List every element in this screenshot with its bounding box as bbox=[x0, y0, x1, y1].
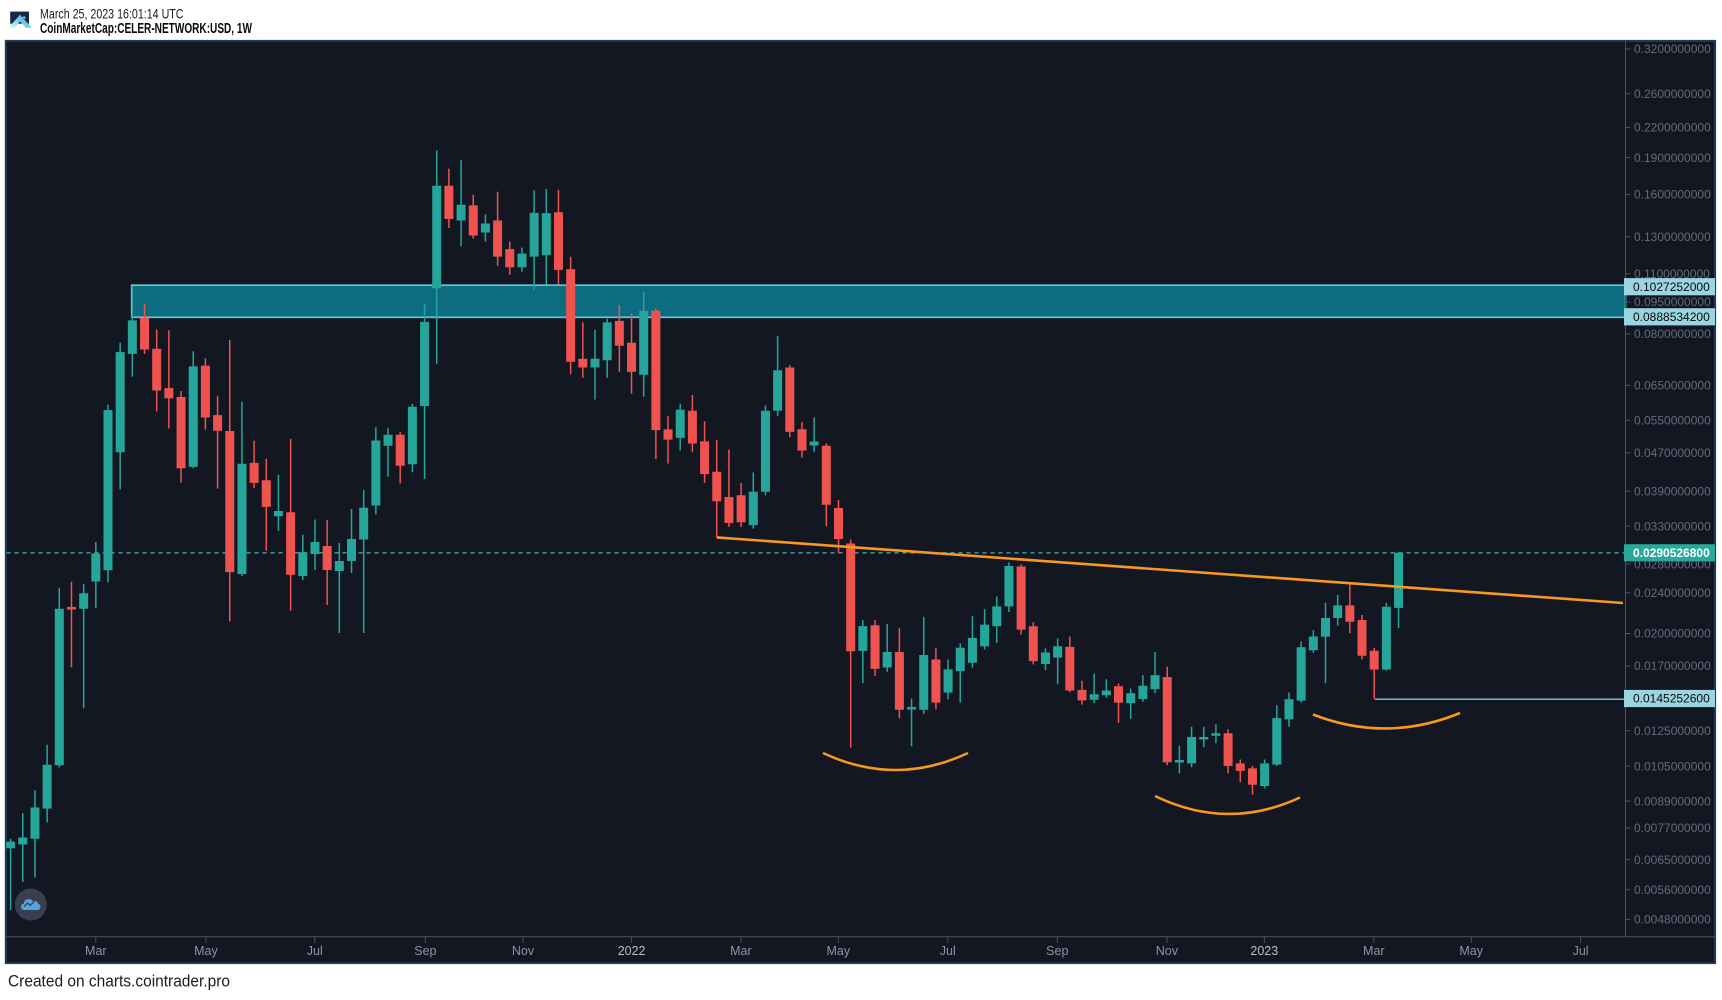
svg-text:0.1600000000: 0.1600000000 bbox=[1634, 188, 1711, 202]
svg-text:0.0550000000: 0.0550000000 bbox=[1634, 414, 1711, 428]
svg-text:Sep: Sep bbox=[1046, 944, 1068, 958]
svg-text:0.0390000000: 0.0390000000 bbox=[1634, 485, 1711, 499]
svg-text:Jul: Jul bbox=[1573, 944, 1589, 958]
svg-text:0.1027252000: 0.1027252000 bbox=[1633, 280, 1710, 294]
svg-text:0.0240000000: 0.0240000000 bbox=[1634, 586, 1711, 600]
svg-text:0.0470000000: 0.0470000000 bbox=[1634, 446, 1711, 460]
svg-text:0.0089000000: 0.0089000000 bbox=[1634, 794, 1711, 808]
svg-text:0.0065000000: 0.0065000000 bbox=[1634, 853, 1711, 867]
svg-text:Mar: Mar bbox=[85, 944, 107, 958]
svg-text:0.0290526800: 0.0290526800 bbox=[1633, 546, 1710, 560]
svg-text:0.0800000000: 0.0800000000 bbox=[1634, 327, 1711, 341]
svg-text:0.3200000000: 0.3200000000 bbox=[1634, 42, 1711, 56]
svg-text:0.0077000000: 0.0077000000 bbox=[1634, 821, 1711, 835]
svg-text:2023: 2023 bbox=[1250, 944, 1278, 958]
svg-text:Jul: Jul bbox=[307, 944, 323, 958]
svg-text:CoinMarketCap:CELER-NETWORK:US: CoinMarketCap:CELER-NETWORK:USD, 1W bbox=[40, 21, 252, 37]
svg-text:Mar: Mar bbox=[1363, 944, 1385, 958]
svg-text:2022: 2022 bbox=[618, 944, 646, 958]
svg-text:0.0170000000: 0.0170000000 bbox=[1634, 659, 1711, 673]
svg-text:0.0048000000: 0.0048000000 bbox=[1634, 913, 1711, 927]
svg-text:0.0105000000: 0.0105000000 bbox=[1634, 759, 1711, 773]
svg-text:Nov: Nov bbox=[1156, 944, 1179, 958]
svg-text:March 25, 2023 16:01:14 UTC: March 25, 2023 16:01:14 UTC bbox=[40, 6, 184, 21]
svg-text:Nov: Nov bbox=[512, 944, 535, 958]
svg-text:Sep: Sep bbox=[414, 944, 436, 958]
svg-text:0.1900000000: 0.1900000000 bbox=[1634, 151, 1711, 165]
svg-text:Jul: Jul bbox=[940, 944, 956, 958]
svg-text:0.0145252600: 0.0145252600 bbox=[1633, 692, 1710, 706]
svg-text:0.2200000000: 0.2200000000 bbox=[1634, 121, 1711, 135]
svg-text:May: May bbox=[1459, 944, 1483, 958]
svg-text:May: May bbox=[194, 944, 218, 958]
svg-text:0.0650000000: 0.0650000000 bbox=[1634, 379, 1711, 393]
svg-text:0.0330000000: 0.0330000000 bbox=[1634, 519, 1711, 533]
svg-text:0.0888534200: 0.0888534200 bbox=[1633, 310, 1710, 324]
svg-text:May: May bbox=[826, 944, 850, 958]
svg-text:0.1100000000: 0.1100000000 bbox=[1634, 267, 1710, 281]
svg-text:0.1300000000: 0.1300000000 bbox=[1634, 230, 1711, 244]
svg-text:Created on charts.cointrader.p: Created on charts.cointrader.pro bbox=[8, 973, 230, 991]
svg-text:0.0200000000: 0.0200000000 bbox=[1634, 627, 1711, 641]
svg-text:Mar: Mar bbox=[730, 944, 752, 958]
svg-text:0.0056000000: 0.0056000000 bbox=[1634, 883, 1711, 897]
svg-text:0.2600000000: 0.2600000000 bbox=[1634, 87, 1711, 101]
svg-text:0.0950000000: 0.0950000000 bbox=[1634, 295, 1711, 309]
svg-text:0.0125000000: 0.0125000000 bbox=[1634, 724, 1711, 738]
